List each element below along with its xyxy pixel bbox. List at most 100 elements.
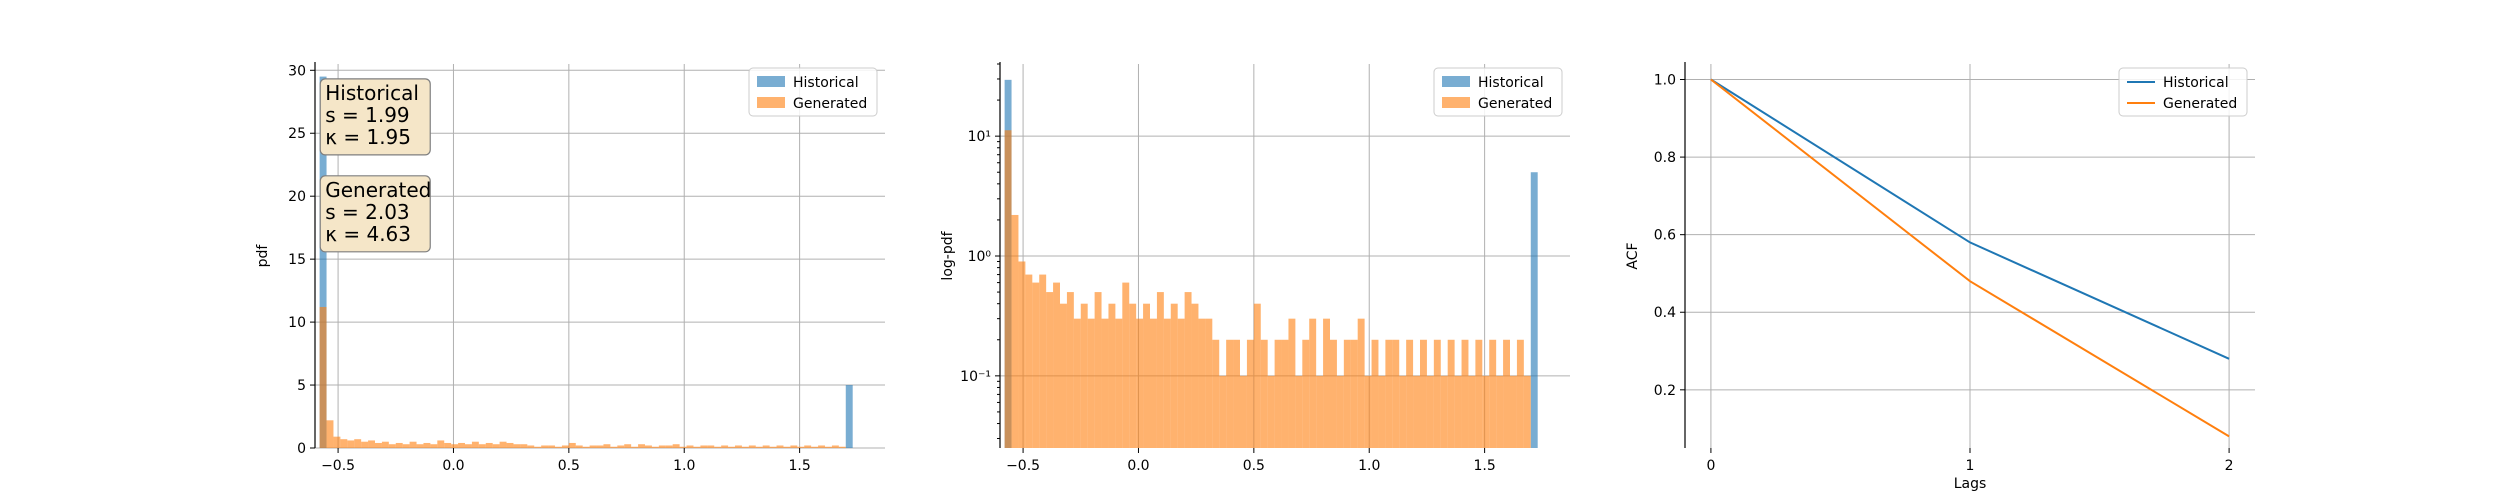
log-pdf-histogram-panel: −0.5 0.0 0.5 1.0 1.5 10⁻¹ 10⁰ 10¹ log-pdf Histori… — [940, 62, 1570, 474]
generated-bar — [603, 444, 611, 448]
generated-bar — [430, 444, 438, 448]
x-tick-label: 0.0 — [442, 458, 464, 474]
generated-bar — [1004, 130, 1012, 448]
generated-bar — [831, 445, 839, 448]
generated-bar — [492, 444, 500, 448]
generated-bar — [1032, 282, 1040, 448]
generated-bar — [478, 444, 486, 448]
generated-bar — [527, 445, 535, 448]
generated-bar — [762, 445, 770, 448]
generated-bar — [700, 445, 708, 448]
generated-bar — [741, 446, 749, 448]
generated-bar — [589, 445, 597, 448]
generated-bar — [1260, 339, 1268, 448]
generated-bar — [1205, 318, 1213, 448]
x-tick-label: 1.0 — [673, 458, 695, 474]
historical-legend-label: Historical — [1478, 75, 1544, 91]
generated-bar — [1198, 318, 1206, 448]
generated-bar — [506, 442, 514, 448]
generated-bar — [1510, 375, 1517, 448]
generated-bar — [1240, 375, 1247, 448]
generated-legend-label: Generated — [2163, 96, 2237, 112]
generated-bar — [1454, 375, 1462, 448]
generated-bar — [1392, 339, 1400, 448]
generated-bar — [1281, 339, 1289, 448]
generated-bar — [1323, 318, 1330, 448]
y-tick-label: 10¹ — [968, 129, 991, 145]
generated-bar — [617, 445, 625, 448]
generated-bar — [1267, 375, 1275, 448]
generated-bar — [672, 444, 680, 448]
generated-bar — [707, 445, 715, 448]
y-tick-label: 1.0 — [1654, 73, 1676, 89]
generated-bar — [1343, 339, 1351, 448]
generated-bar — [1426, 375, 1434, 448]
acf-line-panel: 0 1 2 0.2 0.4 0.6 0.8 1.0 ACF Lags Historical Gener… — [1625, 62, 2255, 492]
historical-legend-swatch — [1442, 76, 1470, 87]
pdf-histogram-panel: −0.5 0.0 0.5 1.0 1.5 0 5 10 15 20 25 30 pdf Historica… — [255, 62, 885, 474]
generated-bar — [541, 445, 549, 448]
historical-acf-line — [1710, 78, 2230, 360]
generated-bar — [534, 446, 542, 448]
generated-legend-label: Generated — [1478, 96, 1552, 112]
y-tick-label: 0 — [297, 441, 306, 457]
generated-bar — [1191, 303, 1199, 448]
generated-bar — [1011, 214, 1019, 448]
generated-bar — [1523, 375, 1531, 448]
generated-bar — [645, 445, 652, 448]
generated-bar — [1087, 318, 1095, 448]
generated-bar — [1136, 318, 1144, 448]
generated-bar — [513, 444, 521, 448]
generated-bar — [790, 445, 798, 448]
generated-bar — [1073, 318, 1081, 448]
y-tick-label: 10⁰ — [968, 249, 992, 265]
historical-stats-line: s = 1.99 — [325, 103, 409, 127]
generated-bar — [395, 442, 403, 448]
generated-bar — [1399, 375, 1407, 448]
historical-stats-line: κ = 1.95 — [325, 125, 411, 149]
generated-bar — [381, 441, 389, 448]
generated-bar — [444, 442, 452, 448]
generated-bar — [1094, 292, 1102, 448]
generated-bar — [409, 441, 417, 448]
generated-bar — [354, 439, 362, 448]
y-tick-label: 0.2 — [1654, 383, 1676, 399]
generated-bar — [361, 441, 369, 448]
generated-bar — [776, 445, 784, 448]
generated-bar — [340, 439, 348, 448]
generated-bar — [1129, 303, 1137, 448]
generated-bar — [347, 440, 355, 448]
generated-bar — [1170, 303, 1178, 448]
y-tick-label: 0.4 — [1654, 305, 1676, 321]
generated-bar — [1184, 292, 1192, 448]
generated-bar — [582, 446, 590, 448]
historical-legend-swatch — [757, 76, 785, 87]
generated-bar — [1295, 375, 1303, 448]
x-axis-label: Lags — [1954, 476, 1987, 492]
generated-bar — [1150, 318, 1157, 448]
generated-bar — [1475, 339, 1483, 448]
y-tick-label: 10 — [288, 315, 306, 331]
generated-bar — [561, 445, 569, 448]
generated-bar — [735, 445, 742, 448]
x-tick-label: 1.5 — [1473, 458, 1495, 474]
historical-stats-box — [319, 78, 431, 156]
generated-bar — [1433, 339, 1441, 448]
generated-bar — [1108, 303, 1116, 448]
generated-bar — [465, 444, 472, 448]
y-tick-label: 5 — [297, 378, 306, 394]
generated-bar — [333, 436, 341, 448]
generated-bar — [728, 446, 735, 448]
generated-bar — [596, 445, 604, 448]
generated-stats-line: Generated — [325, 178, 431, 202]
historical-bar — [1530, 172, 1538, 448]
generated-bar — [748, 445, 756, 448]
y-axis-label: ACF — [1625, 242, 1641, 269]
y-axis-label: log-pdf — [940, 230, 956, 280]
generated-bar — [458, 442, 465, 448]
historical-legend-label: Historical — [2163, 75, 2229, 91]
generated-bar — [1302, 339, 1310, 448]
generated-bar — [388, 444, 396, 448]
x-tick-label: 1.0 — [1358, 458, 1380, 474]
generated-bar — [658, 445, 666, 448]
